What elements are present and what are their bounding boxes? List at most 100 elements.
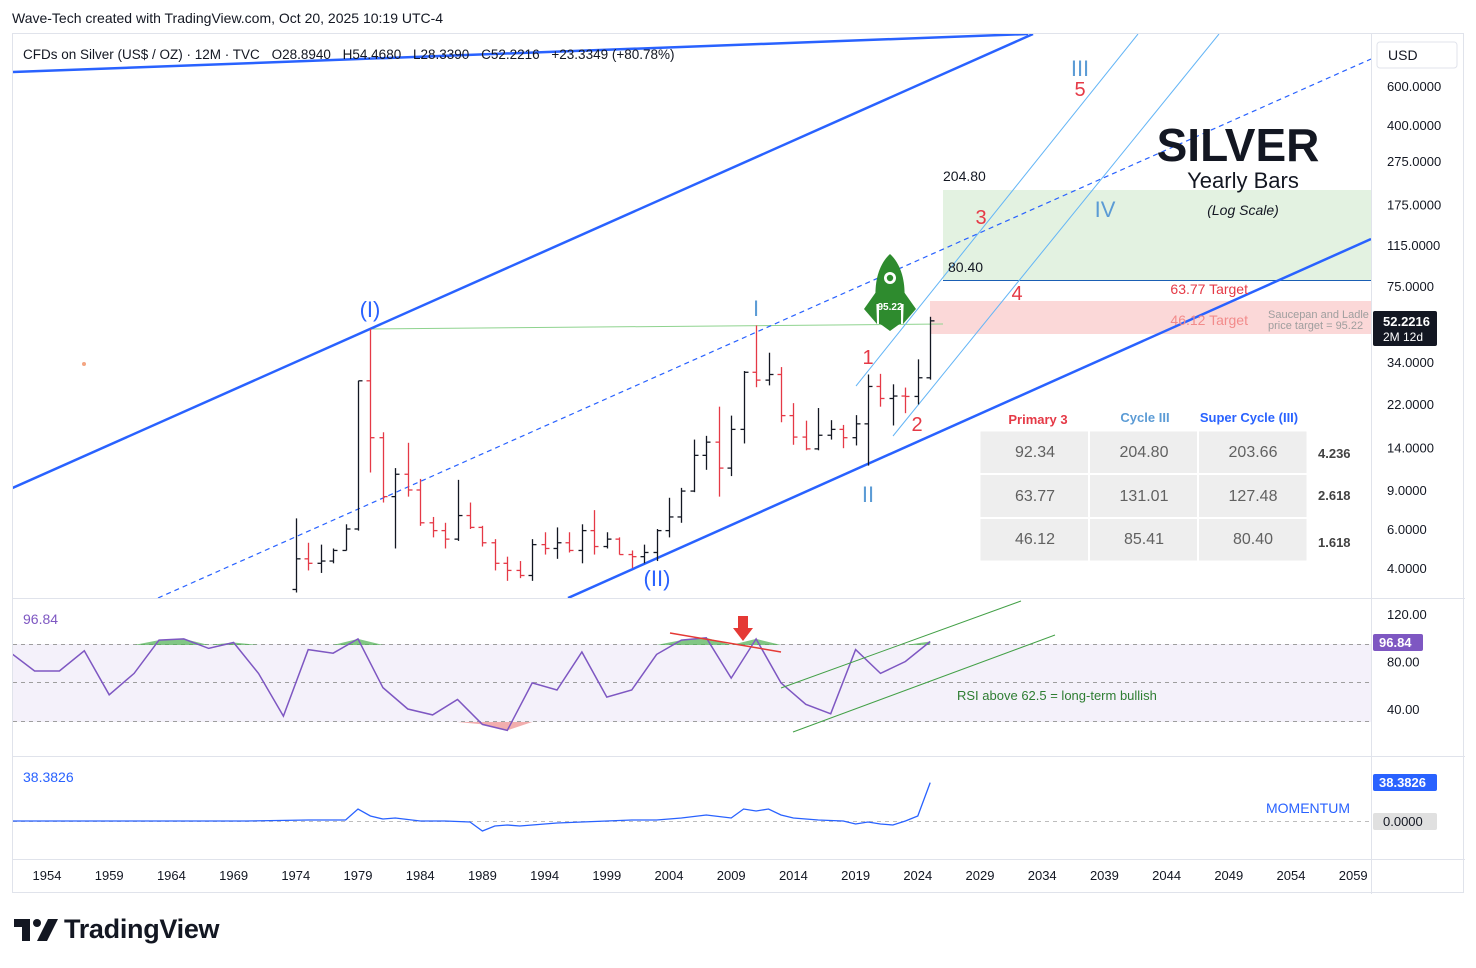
price-bar[interactable]: [391, 468, 400, 549]
price-bar[interactable]: [429, 516, 438, 538]
price-bar[interactable]: [653, 528, 662, 562]
wave-channel-line: [892, 34, 1220, 437]
low-key: L: [413, 47, 421, 62]
level-label-mid: 80.40: [948, 259, 983, 275]
time-tick-label: 2049: [1214, 868, 1243, 883]
price-bar[interactable]: [665, 497, 674, 538]
price-bar[interactable]: [454, 479, 463, 541]
price-bar[interactable]: [603, 532, 612, 549]
rsi-legend-value: 96.84: [23, 611, 58, 627]
price-bar[interactable]: [354, 380, 363, 531]
price-tick-label: 6.0000: [1387, 522, 1427, 537]
brand-name: TradingView: [64, 914, 220, 944]
price-bar[interactable]: [565, 532, 574, 553]
wave-label: 2: [911, 414, 922, 436]
price-bar[interactable]: [777, 367, 786, 423]
wave-label: III: [1071, 56, 1089, 81]
main-pane[interactable]: (I) (II) I II III IV 1 2 3 4 5 204.80 80…: [13, 34, 1371, 598]
target-label: 63.77 Target: [1170, 281, 1248, 297]
price-bar[interactable]: [789, 403, 798, 445]
price-bar[interactable]: [478, 525, 487, 547]
table-cell: 203.66: [1229, 444, 1278, 461]
table-cell: 63.77: [1015, 488, 1055, 505]
chart-canvas[interactable]: (I) (II) I II III IV 1 2 3 4 5 204.80 80…: [13, 34, 1465, 894]
wave-label: 4: [1011, 283, 1022, 305]
time-tick-label: 2044: [1152, 868, 1181, 883]
time-tick-label: 1974: [281, 868, 310, 883]
price-bar[interactable]: [752, 325, 761, 388]
price-bar[interactable]: [329, 548, 338, 564]
price-bar[interactable]: [528, 539, 537, 581]
price-bar[interactable]: [677, 487, 686, 523]
axis-labels[interactable]: 600.0000400.0000275.0000175.0000115.0000…: [33, 79, 1442, 883]
price-bar[interactable]: [715, 406, 724, 497]
price-bar[interactable]: [901, 387, 910, 414]
price-bar[interactable]: [852, 415, 861, 446]
wave-label: II: [862, 482, 874, 507]
marker-dot: [82, 362, 86, 366]
rsi-oversold-fill: [13, 722, 931, 731]
rocket-icon: 95.22: [864, 254, 916, 331]
price-bar[interactable]: [864, 374, 873, 466]
rsi-overbought-fill: [13, 637, 931, 645]
price-bar[interactable]: [914, 359, 923, 405]
price-bar[interactable]: [740, 371, 749, 444]
price-bar[interactable]: [516, 561, 525, 579]
price-bar[interactable]: [640, 544, 649, 564]
low-value: 28.3390: [421, 47, 470, 62]
price-bar[interactable]: [802, 420, 811, 451]
table-cell: 85.41: [1124, 531, 1164, 548]
price-bar[interactable]: [491, 539, 500, 571]
symbol-name: CFDs on Silver (US$ / OZ) · 12M · TVC: [23, 47, 260, 62]
momentum-pane[interactable]: 38.3826 MOMENTUM: [13, 769, 1371, 832]
price-bar[interactable]: [926, 316, 935, 380]
price-bar[interactable]: [292, 518, 301, 593]
time-tick-label: 2034: [1028, 868, 1057, 883]
price-bar[interactable]: [578, 524, 587, 564]
price-bar[interactable]: [615, 537, 624, 556]
tradingview-logo[interactable]: TradingView: [14, 914, 220, 945]
target-label: 46.12 Target: [1170, 312, 1248, 328]
chart-frame[interactable]: (I) (II) I II III IV 1 2 3 4 5 204.80 80…: [12, 33, 1465, 894]
price-bar[interactable]: [727, 415, 736, 477]
price-axis[interactable]: USD: [1376, 41, 1458, 69]
last-price: 52.2216: [1383, 314, 1430, 329]
red-target-zone: [930, 301, 1371, 334]
time-tick-label: 1964: [157, 868, 186, 883]
price-bar[interactable]: [541, 532, 550, 555]
price-bar[interactable]: [628, 550, 637, 568]
price-bar[interactable]: [317, 544, 326, 573]
price-bar[interactable]: [827, 420, 836, 440]
time-tick-label: 2014: [779, 868, 808, 883]
momentum-tag-text: 38.3826: [1379, 775, 1426, 790]
currency-button[interactable]: [1376, 41, 1458, 69]
price-bar[interactable]: [690, 439, 699, 493]
momentum-line: [13, 782, 931, 832]
price-bar[interactable]: [416, 478, 425, 526]
table-cell: 127.48: [1229, 488, 1278, 505]
price-bar[interactable]: [304, 542, 313, 571]
price-bar[interactable]: [889, 384, 898, 426]
rsi-tick-label: 40.00: [1387, 702, 1420, 717]
momentum-zero-tag: 0.0000: [1373, 813, 1437, 830]
price-bar[interactable]: [839, 424, 848, 449]
price-bar[interactable]: [466, 502, 475, 529]
price-bar[interactable]: [765, 352, 774, 386]
price-bars[interactable]: [292, 316, 935, 593]
high-key: H: [343, 47, 353, 62]
price-bar[interactable]: [366, 328, 375, 473]
price-bar[interactable]: [876, 373, 885, 407]
time-tick-label: 2019: [841, 868, 870, 883]
time-tick-label: 1969: [219, 868, 248, 883]
price-bar[interactable]: [342, 524, 351, 552]
resistance-line: [369, 323, 944, 330]
price-bar[interactable]: [702, 435, 711, 470]
price-bar[interactable]: [814, 408, 823, 451]
price-bar[interactable]: [404, 442, 413, 497]
price-bar[interactable]: [553, 527, 562, 559]
price-bar[interactable]: [441, 522, 450, 549]
rsi-pane[interactable]: RSI above 62.5 = long-term bullish 96.84: [13, 600, 1371, 733]
price-bar[interactable]: [503, 556, 512, 581]
price-bar[interactable]: [590, 510, 599, 555]
price-bar[interactable]: [379, 432, 388, 503]
